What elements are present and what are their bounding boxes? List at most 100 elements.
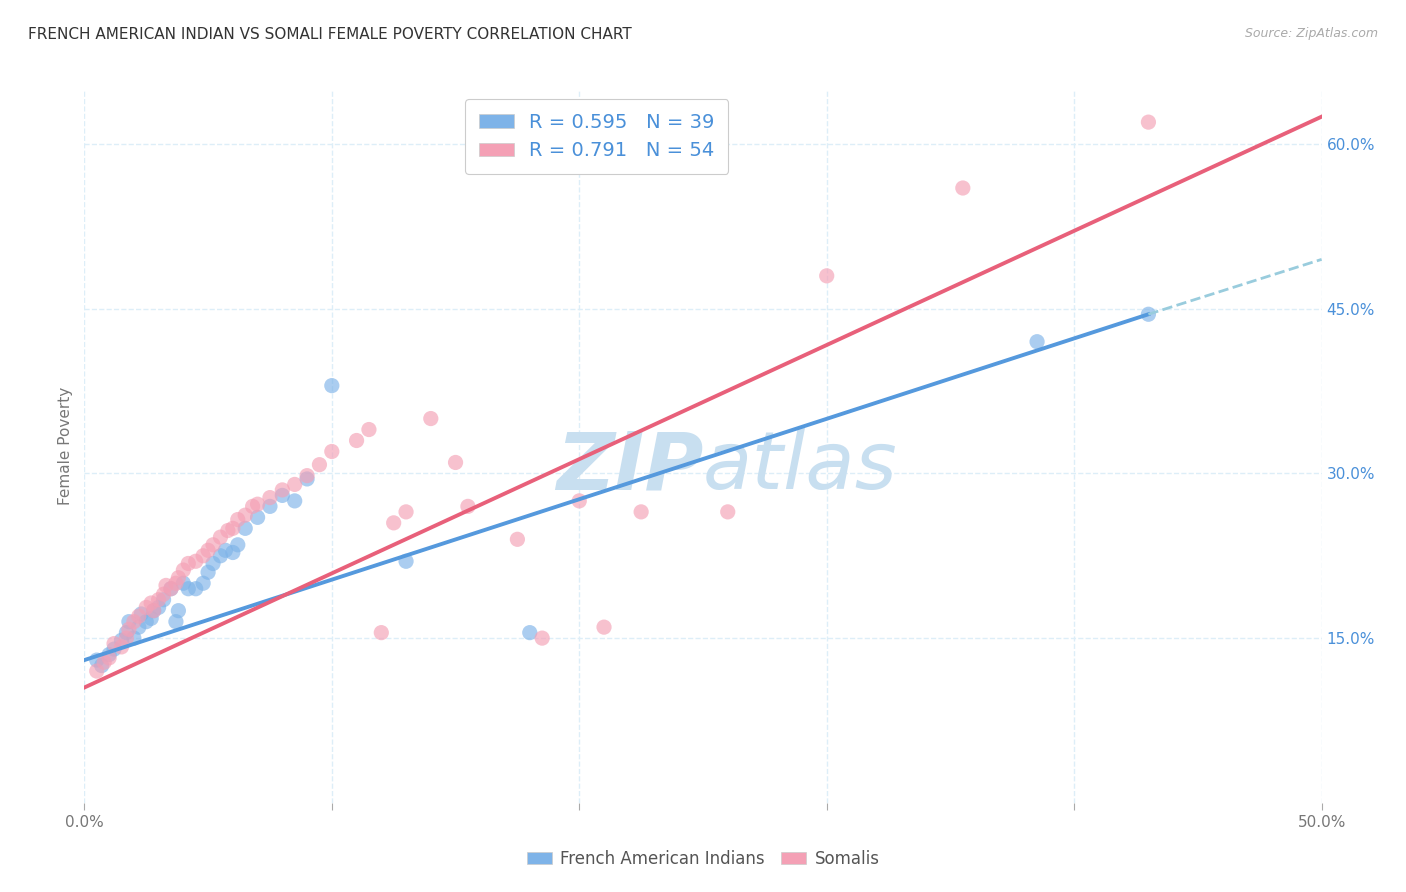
Point: [93, 655, 115, 669]
Point: [259, 491, 281, 505]
Point: [167, 604, 190, 618]
Text: FRENCH AMERICAN INDIAN VS SOMALI FEMALE POVERTY CORRELATION CHART: FRENCH AMERICAN INDIAN VS SOMALI FEMALE …: [28, 27, 631, 42]
Point: [217, 524, 239, 538]
Point: [202, 557, 225, 571]
Point: [103, 642, 125, 657]
Point: [593, 620, 616, 634]
Point: [141, 611, 163, 625]
Point: [259, 500, 281, 514]
Point: [321, 444, 343, 458]
Point: [160, 582, 183, 596]
Point: [226, 512, 249, 526]
Point: [122, 615, 145, 629]
Point: [222, 521, 245, 535]
Point: [295, 468, 318, 483]
Point: [346, 434, 368, 448]
Point: [308, 458, 330, 472]
Point: [115, 625, 138, 640]
Point: [246, 497, 269, 511]
Point: [177, 582, 200, 596]
Point: [1026, 334, 1049, 349]
Text: Source: ZipAtlas.com: Source: ZipAtlas.com: [1244, 27, 1378, 40]
Point: [110, 640, 132, 654]
Point: [357, 423, 380, 437]
Point: [202, 538, 225, 552]
Point: [98, 651, 121, 665]
Point: [118, 615, 141, 629]
Point: [90, 658, 112, 673]
Point: [382, 516, 405, 530]
Point: [284, 477, 307, 491]
Point: [148, 592, 170, 607]
Point: [284, 494, 307, 508]
Point: [226, 538, 249, 552]
Point: [152, 592, 174, 607]
Point: [135, 600, 157, 615]
Point: [630, 505, 652, 519]
Point: [155, 578, 177, 592]
Point: [165, 615, 187, 629]
Point: [271, 483, 294, 497]
Point: [197, 566, 219, 580]
Point: [209, 530, 232, 544]
Point: [233, 508, 256, 523]
Point: [128, 609, 150, 624]
Point: [1137, 115, 1160, 129]
Point: [395, 554, 418, 568]
Y-axis label: Female Poverty: Female Poverty: [58, 387, 73, 505]
Point: [118, 623, 141, 637]
Point: [160, 582, 183, 596]
Text: ZIP: ZIP: [555, 428, 703, 507]
Point: [191, 549, 214, 563]
Point: [295, 472, 318, 486]
Point: [1137, 307, 1160, 321]
Point: [519, 625, 541, 640]
Point: [115, 631, 138, 645]
Point: [86, 664, 108, 678]
Point: [419, 411, 441, 425]
Point: [395, 505, 418, 519]
Point: [246, 510, 269, 524]
Point: [233, 521, 256, 535]
Point: [222, 545, 245, 559]
Text: atlas: atlas: [703, 428, 898, 507]
Point: [141, 596, 163, 610]
Point: [86, 653, 108, 667]
Point: [128, 620, 150, 634]
Point: [242, 500, 264, 514]
Point: [142, 604, 165, 618]
Point: [135, 615, 157, 629]
Point: [167, 571, 190, 585]
Point: [172, 563, 194, 577]
Point: [142, 604, 165, 618]
Point: [370, 625, 392, 640]
Point: [197, 543, 219, 558]
Point: [321, 378, 343, 392]
Point: [191, 576, 214, 591]
Legend: R = 0.595   N = 39, R = 0.791   N = 54: R = 0.595 N = 39, R = 0.791 N = 54: [465, 99, 728, 174]
Point: [98, 648, 121, 662]
Point: [129, 607, 152, 621]
Point: [531, 631, 554, 645]
Point: [444, 455, 467, 469]
Point: [506, 533, 529, 547]
Point: [122, 631, 145, 645]
Point: [110, 633, 132, 648]
Point: [214, 543, 236, 558]
Point: [271, 488, 294, 502]
Point: [184, 582, 207, 596]
Point: [952, 181, 974, 195]
Point: [815, 268, 838, 283]
Point: [184, 554, 207, 568]
Point: [717, 505, 740, 519]
Point: [152, 587, 174, 601]
Point: [568, 494, 591, 508]
Point: [457, 500, 479, 514]
Point: [177, 557, 200, 571]
Point: [165, 576, 187, 591]
Legend: French American Indians, Somalis: French American Indians, Somalis: [520, 844, 886, 875]
Point: [103, 637, 125, 651]
Point: [209, 549, 232, 563]
Point: [148, 600, 170, 615]
Point: [172, 576, 194, 591]
